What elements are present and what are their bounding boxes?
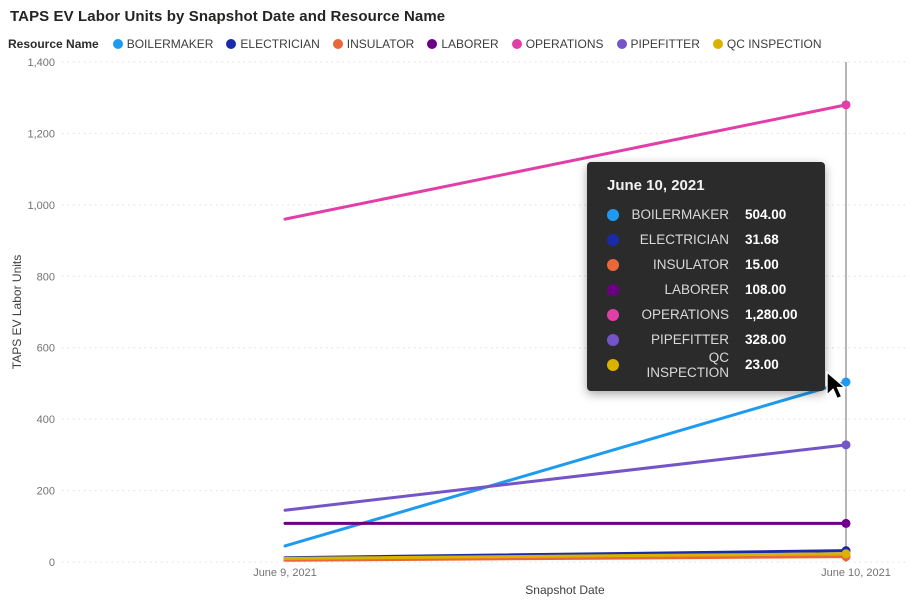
y-tick-label: 1,000 (27, 200, 55, 212)
tooltip-row: LABORER 108.00 (607, 277, 807, 302)
legend-dot-icon (112, 39, 123, 49)
tooltip-series-label: PIPEFITTER (650, 332, 729, 347)
legend-dot-icon (226, 39, 237, 49)
y-tick-label: 600 (37, 343, 55, 355)
tooltip-series-label: OPERATIONS (641, 307, 729, 322)
tooltip-series-value: 108.00 (745, 282, 787, 297)
data-point-qc-inspection[interactable] (841, 549, 851, 559)
y-tick-label: 800 (37, 271, 55, 283)
tooltip-series-value: 1,280.00 (745, 307, 798, 322)
tooltip-series-value: 328.00 (745, 332, 787, 347)
data-point-operations[interactable] (841, 100, 851, 110)
data-point-boilermaker[interactable] (841, 377, 851, 387)
legend-item-operations[interactable]: OPERATIONS (511, 37, 604, 51)
legend-dot-icon (511, 39, 522, 49)
y-tick-label: 1,400 (27, 57, 55, 69)
y-tick-label: 200 (37, 486, 55, 498)
legend-item-label: LABORER (441, 37, 499, 51)
tooltip-series-dot-icon (607, 283, 619, 296)
tooltip-series-dot-icon (607, 258, 619, 271)
legend-item-laborer[interactable]: LABORER (427, 37, 499, 51)
legend-item-qc-inspection[interactable]: QC INSPECTION (712, 37, 822, 51)
series-line-pipefitter[interactable] (283, 443, 848, 512)
legend-item-label: INSULATOR (346, 37, 415, 51)
tooltip-series-label: LABORER (664, 282, 729, 297)
y-tick-label: 1,200 (27, 128, 55, 140)
legend-item-insulator[interactable]: INSULATOR (332, 37, 415, 51)
legend-item-label: BOILERMAKER (126, 37, 214, 51)
series-line-boilermaker[interactable] (283, 380, 848, 548)
legend: Resource Name BOILERMAKER ELECTRICIAN INSU… (8, 36, 822, 52)
y-tick-label: 0 (49, 557, 55, 569)
tooltip-series-value: 504.00 (745, 207, 787, 222)
tooltip-row: OPERATIONS 1,280.00 (607, 302, 807, 327)
tooltip-series-label: BOILERMAKER (631, 207, 729, 222)
tooltip-series-dot-icon (607, 233, 619, 246)
series-line-operations[interactable] (283, 103, 848, 221)
tooltip-series-dot-icon (607, 358, 619, 371)
tooltip-title: June 10, 2021 (607, 177, 705, 194)
tooltip-row: ELECTRICIAN 31.68 (607, 227, 807, 252)
tooltip-series-label: QC INSPECTION (646, 349, 729, 380)
legend-dot-icon (712, 39, 723, 49)
legend-item-label: QC INSPECTION (726, 37, 822, 51)
legend-item-label: OPERATIONS (525, 37, 604, 51)
legend-title: Resource Name (8, 37, 99, 51)
data-point-pipefitter[interactable] (841, 440, 851, 450)
y-tick-label: 400 (37, 414, 55, 426)
tooltip-row: INSULATOR 15.00 (607, 252, 807, 277)
legend-item-boilermaker[interactable]: BOILERMAKER (112, 37, 214, 51)
tooltip-series-dot-icon (607, 308, 619, 321)
legend-item-label: ELECTRICIAN (240, 37, 320, 51)
tooltip-series-value: 23.00 (745, 357, 779, 372)
tooltip-series-value: 31.68 (745, 232, 779, 247)
tooltip-series-label: ELECTRICIAN (639, 232, 729, 247)
data-point-laborer[interactable] (841, 518, 851, 528)
legend-dot-icon (332, 39, 343, 49)
legend-item-pipefitter[interactable]: PIPEFITTER (616, 37, 700, 51)
tooltip-row: QC INSPECTION 23.00 (607, 349, 807, 380)
tooltip-rows: BOILERMAKER 504.00 ELECTRICIAN 31.68 INSULAT… (607, 202, 807, 380)
tooltip-series-label: INSULATOR (652, 257, 729, 272)
page-title: TAPS EV Labor Units by Snapshot Date and… (10, 8, 446, 25)
y-axis-title: TAPS EV Labor Units (10, 254, 24, 370)
legend-dot-icon (427, 39, 438, 49)
legend-item-label: PIPEFITTER (630, 37, 700, 51)
legend-item-electrician[interactable]: ELECTRICIAN (226, 37, 320, 51)
series-line-insulator[interactable] (283, 555, 848, 562)
tooltip-series-value: 15.00 (745, 257, 779, 272)
x-tick-label: June 10, 2021 (821, 567, 891, 579)
x-axis-title: Snapshot Date (525, 583, 605, 597)
legend-items: BOILERMAKER ELECTRICIAN INSULATOR LABORER OP… (112, 37, 822, 51)
x-tick-label: June 9, 2021 (253, 567, 317, 579)
tooltip-row: PIPEFITTER 328.00 (607, 327, 807, 352)
tooltip: June 10, 2021 BOILERMAKER 504.00 ELECTRICI… (587, 162, 825, 391)
tooltip-series-dot-icon (607, 208, 619, 221)
tooltip-series-dot-icon (607, 333, 619, 346)
tooltip-row: BOILERMAKER 504.00 (607, 202, 807, 227)
legend-dot-icon (616, 39, 627, 49)
series-line-qc-inspection[interactable] (283, 552, 848, 560)
